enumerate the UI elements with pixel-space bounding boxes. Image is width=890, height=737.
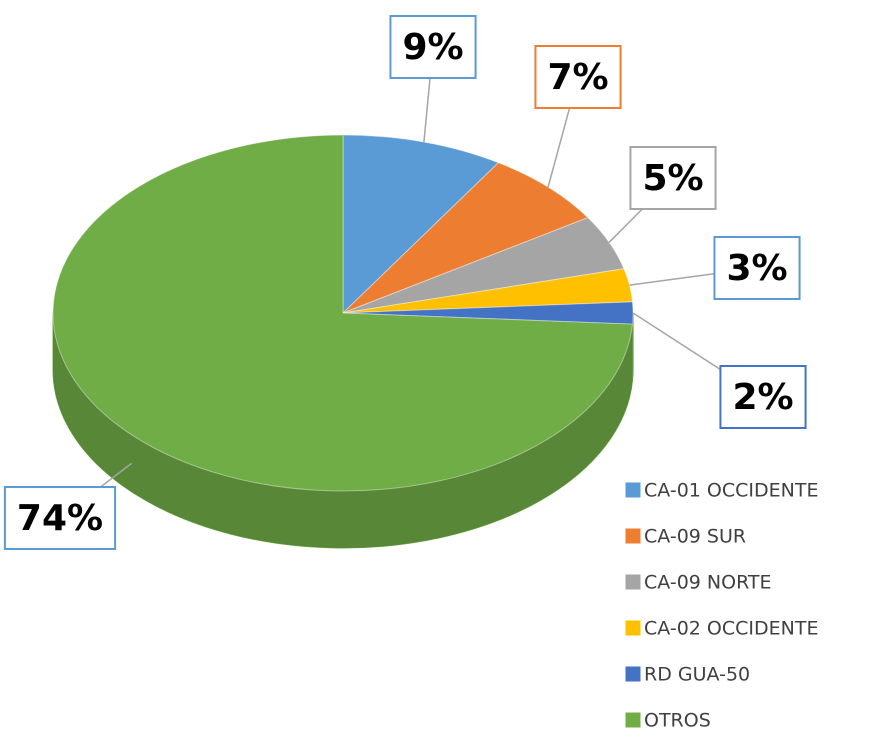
label-box	[389, 15, 477, 79]
slice	[342, 134, 500, 315]
legend-label: RD GUA-50	[644, 664, 750, 686]
label-box	[629, 146, 717, 210]
label-box	[719, 365, 807, 429]
slice	[342, 162, 589, 314]
data-label: 3%	[629, 236, 801, 300]
data-label: 7%	[534, 45, 622, 188]
legend-swatch	[624, 573, 642, 591]
label-box	[713, 236, 801, 300]
data-label-text: 74%	[17, 498, 103, 539]
legend-swatch	[624, 711, 642, 729]
legend-label: CA-02 OCCIDENTE	[644, 618, 818, 640]
legend-label: CA-09 NORTE	[644, 572, 772, 594]
data-label: 9%	[389, 15, 477, 143]
legend-label: OTROS	[644, 710, 711, 732]
legend-swatch	[624, 619, 642, 637]
slice	[342, 217, 625, 314]
slice	[52, 134, 633, 492]
data-label: 5%	[608, 146, 717, 243]
label-box	[534, 45, 622, 109]
legend-swatch	[624, 665, 642, 683]
legend-label: CA-09 SUR	[644, 526, 746, 548]
data-label-text: 2%	[732, 377, 793, 418]
label-box	[3, 486, 117, 550]
legend-swatch	[624, 481, 642, 499]
data-label: 74%	[3, 462, 133, 550]
legend-label: CA-01 OCCIDENTE	[644, 480, 818, 502]
slice-side	[52, 312, 633, 549]
data-label-text: 3%	[726, 248, 787, 289]
data-label-text: 7%	[547, 57, 608, 98]
side-shade	[53, 313, 633, 548]
data-label-text: 9%	[402, 27, 463, 68]
data-label-text: 5%	[642, 158, 703, 199]
legend-swatch	[624, 527, 642, 545]
data-label: 2%	[632, 312, 807, 429]
